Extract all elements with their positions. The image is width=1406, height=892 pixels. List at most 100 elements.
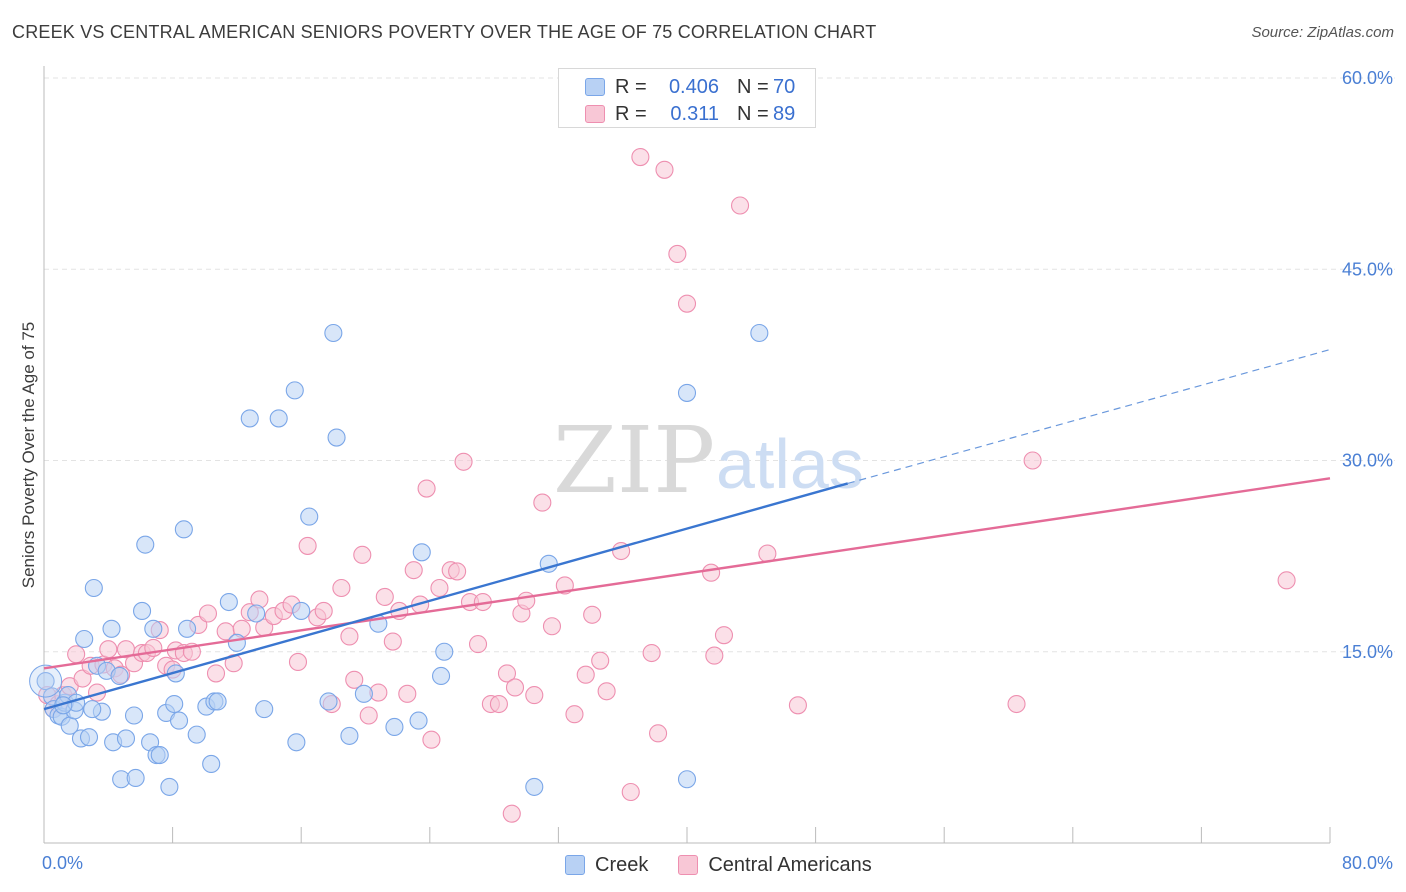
central-americans-point <box>502 804 521 823</box>
central-americans-point <box>417 479 436 498</box>
central-americans-point <box>525 686 544 705</box>
creek-point <box>160 777 179 796</box>
y-tick-label: 45.0% <box>1342 259 1393 279</box>
creek-point <box>136 535 155 554</box>
central-americans-point <box>454 452 473 471</box>
creek-point <box>435 642 454 661</box>
n-label: N = <box>737 102 769 125</box>
watermark-atlas: atlas <box>716 425 864 503</box>
creek-point <box>165 694 184 714</box>
creek-swatch <box>585 78 605 96</box>
legend-row-creek: R = 0.406 N = 70 <box>585 74 795 100</box>
central-americans-point <box>565 705 584 724</box>
central-americans-point <box>404 561 423 580</box>
creek-point <box>354 684 373 703</box>
central-americans-point <box>314 601 333 621</box>
creek-point <box>324 323 343 343</box>
watermark: ZIP atlas <box>553 407 864 514</box>
central-americans-point <box>1007 694 1026 714</box>
central-americans-legend-swatch <box>678 855 699 875</box>
central-americans-point <box>375 587 394 606</box>
axes <box>43 66 1331 844</box>
central-americans-point <box>1023 451 1042 470</box>
central-americans-point <box>99 640 118 659</box>
creek-point <box>174 520 193 539</box>
central-americans-point <box>288 652 308 672</box>
source-label: Source: ZipAtlas.com <box>1251 24 1394 41</box>
creek-point <box>269 409 288 428</box>
r-value: 0.406 <box>668 75 719 98</box>
central-americans-point <box>206 664 226 683</box>
central-americans-point <box>705 646 724 665</box>
central-americans-point <box>649 724 668 743</box>
creek-point <box>247 604 266 623</box>
central-americans-point <box>702 563 721 582</box>
central-americans-point <box>468 635 488 654</box>
central-americans-swatch <box>585 105 605 123</box>
central-americans-point <box>655 160 674 179</box>
central-americans-point <box>359 706 378 725</box>
creek-legend-swatch <box>565 855 585 875</box>
creek-point <box>110 666 129 686</box>
central-americans-point <box>730 196 750 215</box>
central-americans-point <box>677 294 697 313</box>
central-americans-point <box>591 651 610 670</box>
watermark-zip: ZIP <box>553 407 715 514</box>
creek-point <box>292 601 311 621</box>
central-americans-point <box>533 493 552 512</box>
legend-item-creek[interactable]: Creek <box>565 854 648 877</box>
creek-point <box>300 507 319 526</box>
creek-point <box>412 543 431 562</box>
creek-point <box>227 633 246 652</box>
y-axis-label: Seniors Poverty Over the Age of 75 <box>19 322 38 588</box>
creek-point <box>187 725 206 744</box>
central-americans-point <box>340 627 359 646</box>
creek-trend-line <box>43 482 849 711</box>
creek-point <box>79 728 99 747</box>
creek-point <box>36 672 55 691</box>
central-americans-point <box>788 696 807 715</box>
creek-point <box>340 726 359 745</box>
r-label: R = <box>615 75 647 98</box>
n-label: N = <box>737 75 769 98</box>
central-americans-point <box>542 617 562 636</box>
creek-point <box>677 383 697 402</box>
creek-point <box>133 601 152 621</box>
central-americans-point <box>67 645 86 664</box>
legend-item-central-americans[interactable]: Central Americans <box>678 854 872 877</box>
creek-point <box>83 700 102 719</box>
creek-point <box>255 700 274 719</box>
central-americans-point <box>332 578 351 598</box>
creek-point <box>240 409 259 428</box>
creek-point <box>677 770 697 789</box>
creek-point <box>385 717 404 737</box>
creek-point <box>84 578 103 598</box>
central-americans-point <box>198 604 218 623</box>
central-americans-point <box>517 591 536 610</box>
central-americans-point <box>73 669 92 688</box>
central-americans-point <box>497 664 517 683</box>
central-americans-point <box>583 605 602 624</box>
central-americans-point <box>576 665 595 684</box>
x-tick-label: 0.0% <box>42 853 83 873</box>
central-americans-point <box>1277 571 1296 590</box>
legend-row-central-americans: R = 0.311 N = 89 <box>585 101 795 127</box>
x-tick-label: 80.0% <box>1342 853 1393 873</box>
creek-point <box>208 692 227 711</box>
creek-point <box>144 619 163 638</box>
creek-point <box>409 711 428 730</box>
correlation-legend: R = 0.406 N = 70 R = 0.311 N = 89 <box>558 68 816 128</box>
tick-labels: 15.0% 30.0% 45.0% 60.0% 0.0% 80.0% <box>42 68 1393 873</box>
central-americans-point <box>430 578 449 598</box>
y-tick-label: 30.0% <box>1342 451 1393 471</box>
central-americans-point <box>621 782 640 802</box>
central-americans-point <box>448 562 467 581</box>
central-americans-trend-line <box>43 477 1331 670</box>
creek-point <box>319 692 338 711</box>
y-tick-label: 60.0% <box>1342 68 1393 88</box>
central-americans-point <box>345 670 364 689</box>
creek-point <box>124 706 144 725</box>
central-americans-point <box>298 536 317 555</box>
creek-point <box>126 768 145 788</box>
central-americans-point <box>597 682 616 701</box>
